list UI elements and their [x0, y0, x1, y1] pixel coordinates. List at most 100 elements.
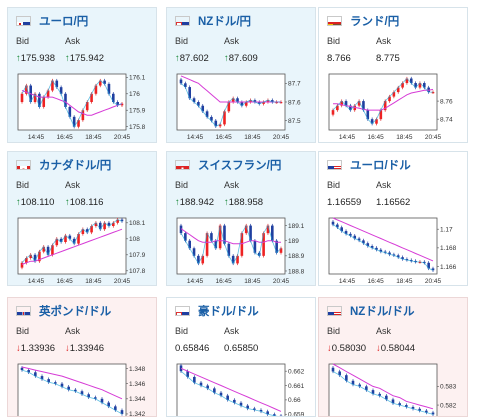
- candle: [210, 233, 213, 241]
- candle: [253, 240, 257, 253]
- ask-value: ↓1.33946: [65, 343, 105, 354]
- bid-value: 0.65846: [175, 343, 210, 354]
- candle: [197, 255, 200, 264]
- card-header: NZドル/円: [175, 13, 251, 29]
- x-tick-label: 16:45: [216, 134, 233, 141]
- candle: [55, 238, 59, 246]
- rate-card[interactable]: 英ポンド/ドル Bid Ask ↓1.33936 ↓1.33946 1.348 1.346 1…: [7, 297, 157, 417]
- ask-label: Ask: [224, 326, 240, 336]
- candle: [366, 110, 370, 120]
- candle: [262, 233, 265, 256]
- arrow-up-icon: ↑: [175, 53, 180, 64]
- rate-card[interactable]: ランド/円 Bid Ask 8.766 8.775 8.76 8.74 14:45 16:45 1…: [318, 7, 468, 143]
- candle: [385, 395, 388, 400]
- ask-value: ↓0.58044: [376, 343, 416, 354]
- candle: [94, 397, 97, 399]
- rate-card[interactable]: NZドル/円 Bid Ask ↑87.602 ↑87.609 87.7 87.6 87.5 14…: [166, 7, 316, 143]
- flag-icon: [175, 16, 190, 26]
- candle: [405, 78, 409, 84]
- candle: [351, 380, 355, 385]
- candle: [391, 399, 395, 404]
- bid-label: Bid: [327, 36, 341, 46]
- bid-label: Bid: [16, 326, 30, 336]
- candle: [205, 111, 209, 117]
- candle: [240, 102, 244, 106]
- flag-icon: [175, 160, 190, 170]
- candle: [388, 252, 391, 255]
- currency-pair-link[interactable]: ユーロ/円: [39, 16, 89, 28]
- bid-label: Bid: [327, 326, 341, 336]
- candle: [199, 382, 203, 386]
- currency-pair-link[interactable]: ユーロ/ドル: [350, 160, 411, 172]
- ask-value: ↑188.958: [224, 197, 264, 208]
- candle: [233, 399, 236, 403]
- price-chart: 108.1 108 107.9 107.8 14:45 16:45 18:45 20:45: [16, 216, 151, 285]
- candle: [227, 102, 231, 112]
- rate-card[interactable]: ユーロ/ドル Bid Ask 1.16559 1.16562 1.17 1.168 1.166…: [318, 151, 468, 286]
- candle: [68, 235, 72, 239]
- x-tick-label: 20:45: [425, 134, 442, 141]
- candle: [244, 102, 248, 106]
- candle: [210, 116, 213, 121]
- candle: [236, 98, 239, 102]
- x-tick-label: 16:45: [368, 278, 385, 285]
- currency-pair-link[interactable]: カナダドル/円: [39, 160, 112, 172]
- ask-value: 8.775: [376, 53, 400, 64]
- candle: [107, 402, 110, 407]
- candle: [193, 376, 196, 383]
- price-chart: 87.7 87.6 87.5 14:45 16:45 18:45 20:45: [175, 72, 310, 142]
- rate-card[interactable]: 豪ドル/ドル Bid Ask 0.65846 0.65850 0.662 0.661 0.66…: [166, 297, 316, 417]
- y-tick-label: 87.7: [288, 81, 301, 88]
- currency-pair-link[interactable]: 英ポンド/ドル: [39, 306, 112, 318]
- arrow-down-icon: ↓: [65, 343, 70, 354]
- chart-svg: 189.1 189 188.9 188.8 14:45 16:45 18:45 20:45: [176, 217, 305, 285]
- x-tick-label: 14:45: [28, 278, 45, 285]
- rate-card[interactable]: スイスフラン/円 Bid Ask ↑188.942 ↑188.958 189.1 189 18…: [166, 151, 316, 286]
- y-tick-label: 1.348: [129, 366, 146, 373]
- y-tick-label: 1.346: [129, 381, 146, 388]
- candle: [205, 233, 209, 256]
- candle: [46, 246, 50, 255]
- y-tick-label: 1.166: [440, 264, 457, 271]
- currency-pair-link[interactable]: スイスフラン/円: [198, 160, 282, 172]
- plot-area: [328, 217, 438, 275]
- chart-svg: 108.1 108 107.9 107.8 14:45 16:45 18:45 20:45: [17, 217, 146, 285]
- candle: [74, 389, 77, 392]
- candle: [186, 371, 189, 377]
- y-tick-label: 0.661: [288, 383, 305, 390]
- candle: [90, 93, 93, 102]
- candle: [336, 105, 339, 111]
- rate-card[interactable]: カナダドル/円 Bid Ask ↑108.110 ↑108.116 108.1 108 107…: [7, 151, 157, 286]
- bid-label: Bid: [327, 180, 341, 190]
- card-header: ランド/円: [327, 13, 399, 29]
- y-tick-label: 1.342: [129, 411, 146, 417]
- candle: [383, 101, 387, 111]
- chart-svg: 176.1 176 175.9 175.8 14:45 16:45 18:45 20:45: [17, 73, 146, 141]
- currency-pair-link[interactable]: ランド/円: [350, 16, 400, 28]
- candle: [344, 231, 348, 234]
- x-tick-label: 18:45: [396, 278, 413, 285]
- flag-icon: [16, 306, 31, 316]
- x-tick-label: 14:45: [187, 134, 204, 141]
- candle: [253, 408, 256, 410]
- ask-label: Ask: [65, 36, 81, 46]
- candle: [253, 100, 257, 102]
- rate-card[interactable]: NZドル/ドルBidAsk↓0.58030↓0.580440.5830.5820…: [318, 297, 468, 417]
- moving-average-line: [332, 217, 434, 262]
- y-tick-label: 188.9: [288, 253, 305, 260]
- candle: [231, 98, 235, 102]
- currency-pair-link[interactable]: NZドル/円: [198, 16, 252, 28]
- x-tick-label: 20:45: [273, 134, 290, 141]
- currency-pair-link[interactable]: NZドル/ドル: [350, 306, 415, 318]
- card-header: 豪ドル/ドル: [175, 303, 259, 319]
- plot-area: [17, 73, 127, 131]
- y-tick-label: 189: [288, 238, 299, 245]
- candle: [271, 225, 274, 241]
- candle: [257, 102, 261, 104]
- x-tick-label: 14:45: [339, 278, 356, 285]
- rate-card[interactable]: ユーロ/円 Bid Ask ↑175.938 ↑175.942 176.1 176 175.9…: [7, 7, 157, 143]
- currency-pair-link[interactable]: 豪ドル/ドル: [198, 306, 259, 318]
- x-tick-label: 16:45: [368, 134, 385, 141]
- x-tick-label: 18:45: [85, 134, 102, 141]
- x-tick-label: 20:45: [114, 278, 131, 285]
